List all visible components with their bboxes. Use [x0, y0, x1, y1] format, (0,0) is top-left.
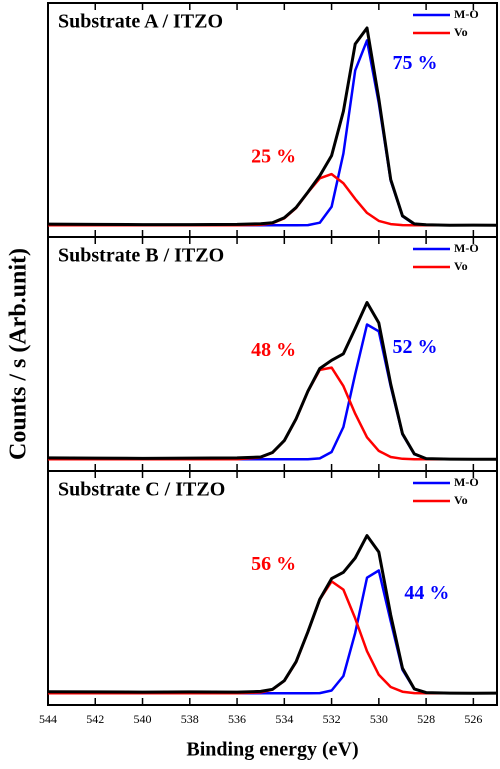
percent-label: 56 %: [251, 553, 296, 575]
x-tick-label: 528: [417, 712, 435, 726]
series-line: [47, 26, 498, 227]
panel-title: Substrate C / ITZO: [58, 479, 225, 501]
legend-label: M-O: [454, 241, 479, 255]
legend-label: M-O: [454, 475, 479, 489]
panel-title: Substrate A / ITZO: [58, 11, 223, 33]
x-tick-label: 526: [464, 712, 482, 726]
percent-label: 44 %: [404, 582, 449, 604]
series-line: [48, 172, 497, 227]
x-tick-label: 536: [228, 712, 246, 726]
x-tick-label: 540: [134, 712, 152, 726]
legend-label: Vo: [454, 25, 468, 39]
panel-title: Substrate B / ITZO: [58, 245, 224, 267]
x-tick-label: 530: [370, 712, 388, 726]
x-tick-label: 532: [323, 712, 341, 726]
percent-label: 25 %: [251, 146, 296, 168]
panel-frame: [47, 2, 498, 238]
x-axis-title: Binding energy (eV): [186, 739, 358, 761]
percent-label: 75 %: [393, 52, 438, 74]
x-tick-label: 544: [39, 712, 57, 726]
series-line: [47, 301, 497, 461]
percent-label: 48 %: [251, 339, 296, 361]
x-tick-label: 538: [181, 712, 199, 726]
panel-frame: [47, 470, 498, 706]
x-tick-label: 542: [86, 712, 104, 726]
legend-label: M-O: [454, 7, 479, 21]
series-line: [47, 534, 498, 695]
series-line: [48, 366, 497, 461]
percent-label: 52 %: [393, 336, 438, 358]
legend-label: Vo: [454, 493, 468, 507]
y-axis-title: Counts / s (Arb.unit): [6, 248, 32, 460]
legend-label: Vo: [454, 259, 468, 273]
x-tick-label: 534: [275, 712, 293, 726]
